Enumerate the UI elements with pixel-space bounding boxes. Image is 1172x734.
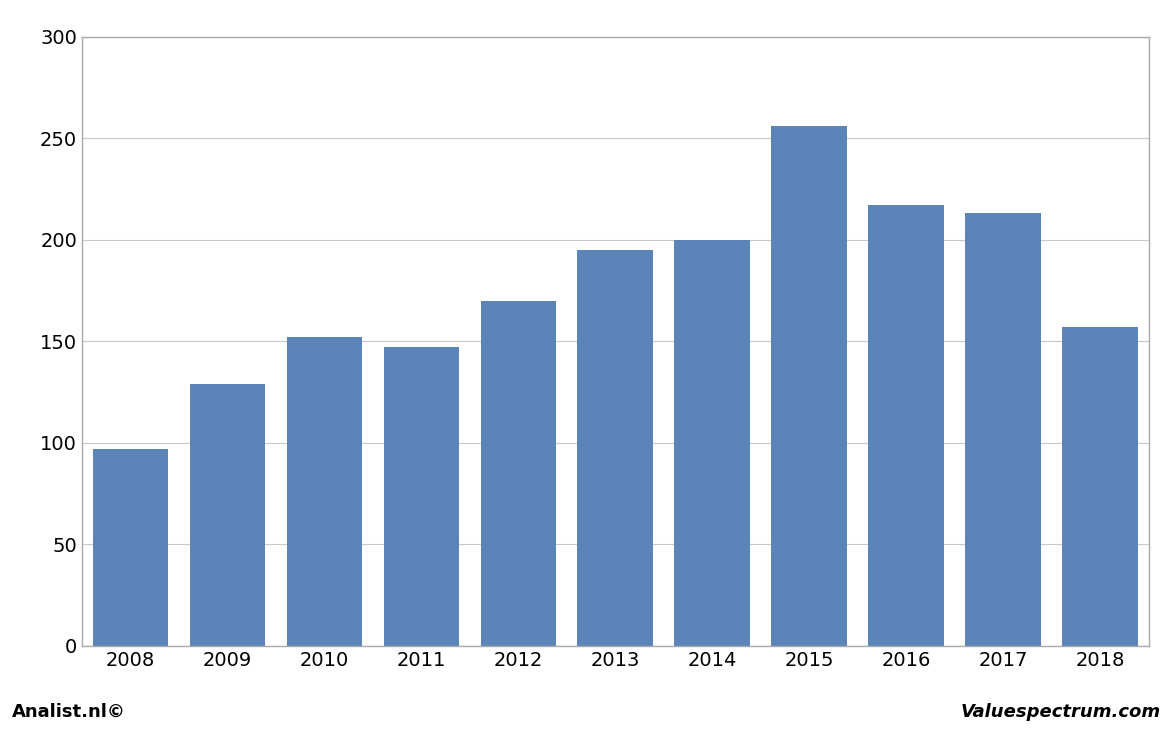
Bar	[868, 206, 943, 646]
Bar	[481, 301, 557, 646]
Bar	[771, 126, 847, 646]
Bar	[1062, 327, 1138, 646]
Bar	[93, 449, 169, 646]
Bar	[674, 240, 750, 646]
Bar	[287, 337, 362, 646]
Bar	[966, 214, 1041, 646]
Bar	[190, 384, 265, 646]
Bar	[383, 347, 459, 646]
Text: Analist.nl©: Analist.nl©	[12, 703, 125, 721]
Text: Valuespectrum.com: Valuespectrum.com	[960, 703, 1160, 721]
Bar	[578, 250, 653, 646]
